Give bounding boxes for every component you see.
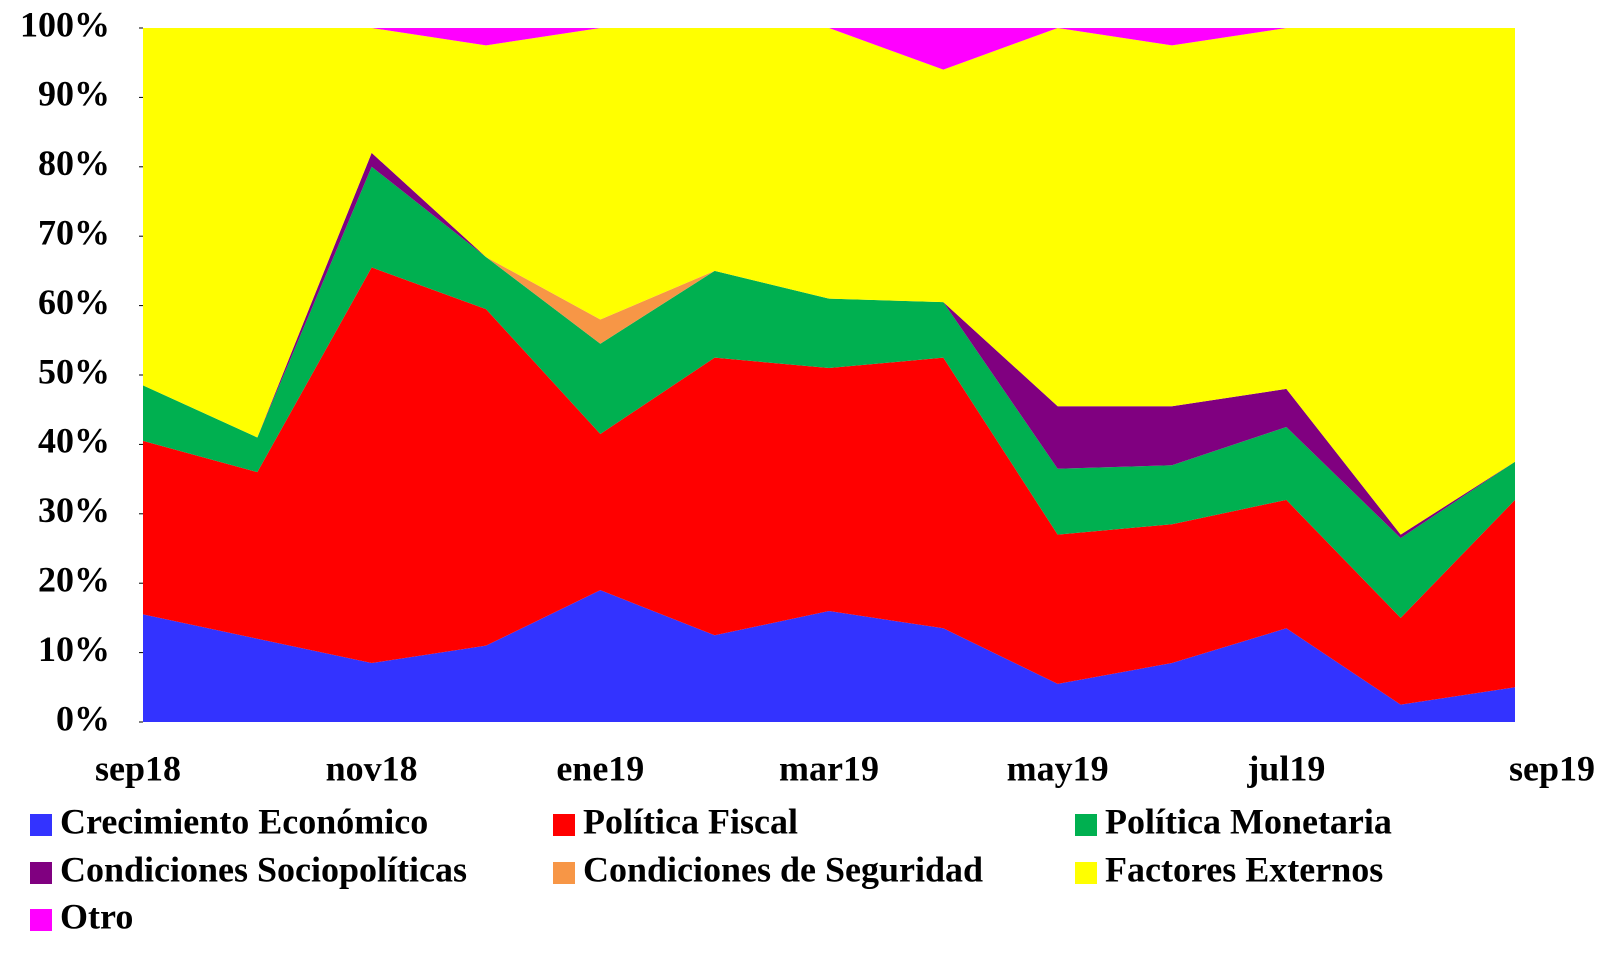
legend-label: Condiciones de Seguridad	[583, 849, 983, 889]
x-tick-label: nov18	[326, 748, 418, 788]
y-tick-label: 80%	[38, 143, 110, 183]
y-tick-label: 60%	[38, 282, 110, 322]
y-tick-label: 0%	[56, 698, 110, 738]
y-tick-label: 20%	[38, 559, 110, 599]
area	[143, 267, 1515, 705]
legend-label: Factores Externos	[1105, 849, 1383, 889]
legend-label: Política Monetaria	[1105, 801, 1392, 841]
area	[143, 28, 1515, 70]
legend-label: Condiciones Sociopolíticas	[60, 849, 467, 889]
y-tick-label: 30%	[38, 490, 110, 530]
y-tick-label: 10%	[38, 629, 110, 669]
y-tick-label: 100%	[20, 4, 110, 44]
y-tick-label: 40%	[38, 421, 110, 461]
x-tick-label: sep18	[95, 748, 181, 788]
legend-swatch	[30, 814, 52, 836]
y-tick-label: 50%	[38, 351, 110, 391]
legend-swatch	[30, 862, 52, 884]
legend-swatch	[553, 862, 575, 884]
legend-label: Otro	[60, 896, 133, 936]
x-tick-label: may19	[1007, 748, 1109, 788]
legend-swatch	[1075, 862, 1097, 884]
x-tick-label: jul19	[1246, 748, 1325, 788]
y-tick-label: 90%	[38, 74, 110, 114]
x-tick-label: ene19	[556, 748, 644, 788]
y-tick-label: 70%	[38, 212, 110, 252]
area	[143, 28, 1515, 535]
legend-label: Crecimiento Económico	[60, 801, 428, 841]
area	[143, 590, 1515, 722]
area	[143, 166, 1515, 618]
legend-label: Política Fiscal	[583, 801, 798, 841]
x-tick-label: sep19	[1509, 748, 1595, 788]
legend-swatch	[1075, 814, 1097, 836]
area	[143, 152, 1515, 539]
legend-swatch	[30, 909, 52, 931]
x-tick-label: mar19	[779, 748, 879, 788]
legend-swatch	[553, 814, 575, 836]
